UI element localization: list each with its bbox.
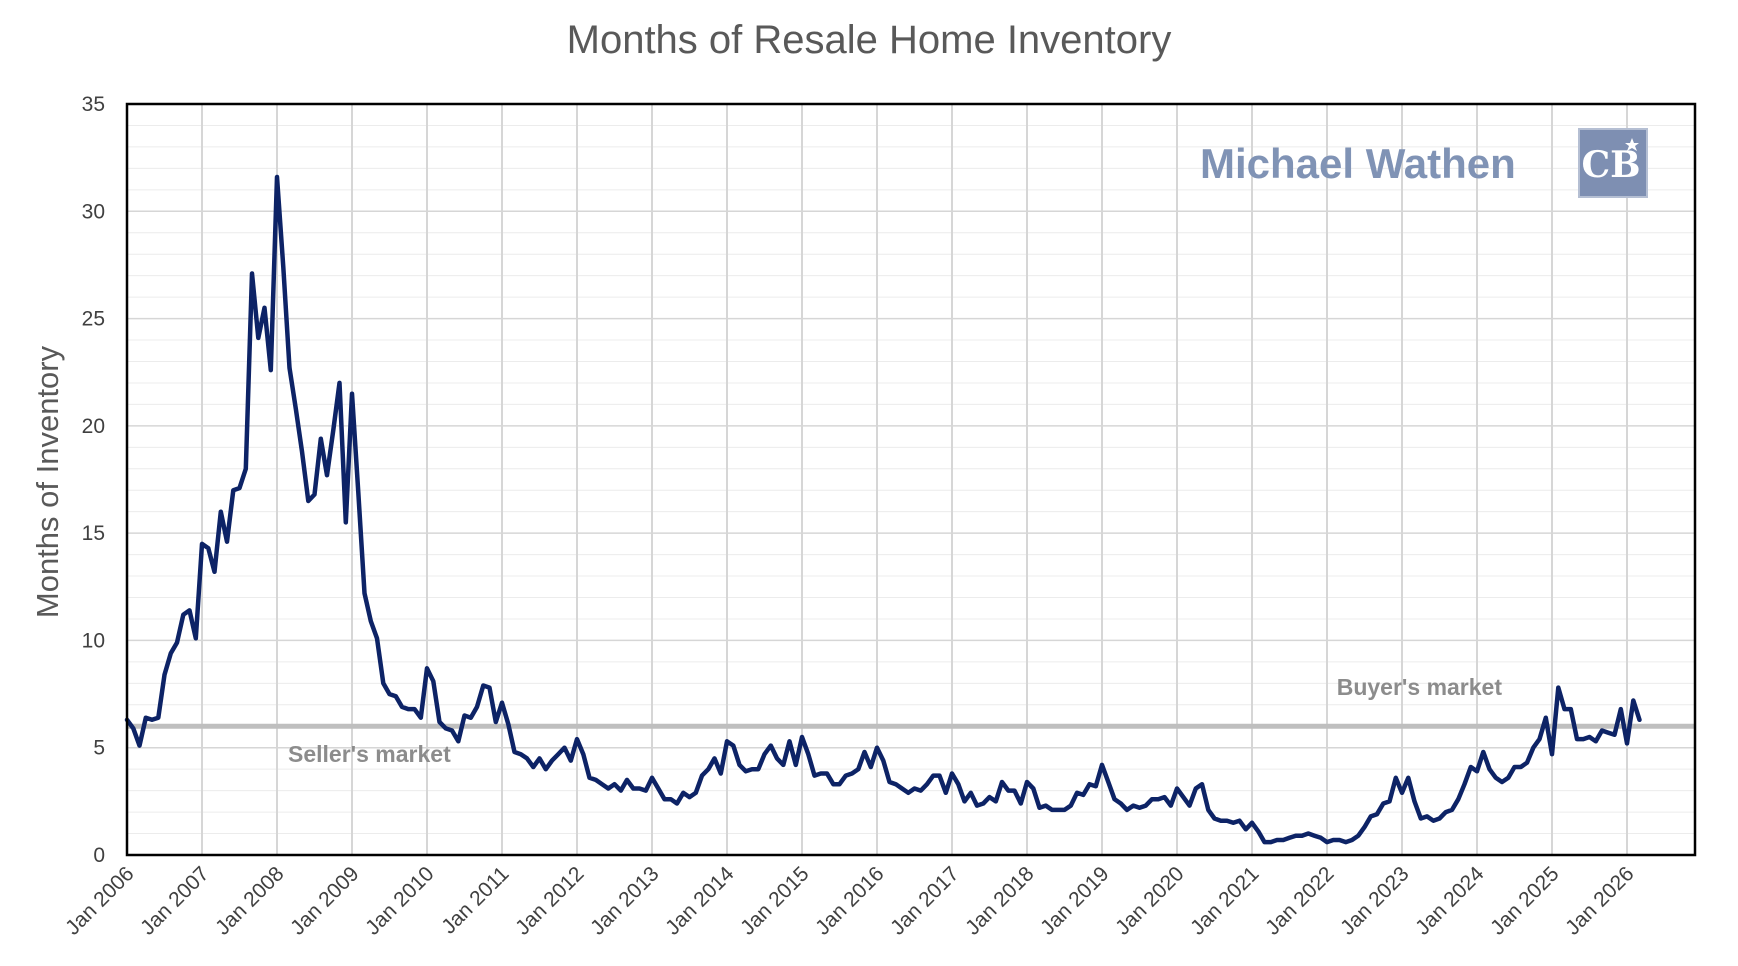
coldwell-banker-logo-icon: CB (1578, 128, 1648, 198)
x-tick-label: Jan 2009 (286, 862, 363, 939)
x-tick-label: Jan 2023 (1336, 862, 1413, 939)
x-tick-label: Jan 2017 (886, 862, 963, 939)
x-tick-label: Jan 2006 (61, 862, 138, 939)
x-tick-label: Jan 2015 (736, 862, 813, 939)
x-tick-label: Jan 2025 (1486, 862, 1563, 939)
x-tick-label: Jan 2011 (437, 862, 513, 938)
x-tick-label: Jan 2022 (1261, 862, 1338, 939)
x-tick-label: Jan 2021 (1186, 862, 1263, 939)
y-tick-label: 30 (82, 200, 105, 223)
x-tick-label: Jan 2013 (586, 862, 663, 939)
x-tick-label: Jan 2008 (211, 862, 288, 939)
y-tick-label: 5 (93, 737, 105, 760)
logo-text: CB (1581, 144, 1640, 186)
y-tick-label: 20 (82, 415, 105, 438)
y-tick-label: 15 (82, 522, 105, 545)
chart-title: Months of Resale Home Inventory (566, 18, 1172, 62)
y-tick-label: 35 (82, 93, 105, 116)
y-tick-label: 10 (82, 629, 105, 652)
series-layer (124, 174, 1642, 845)
sellers-market-label: Seller's market (288, 741, 451, 767)
grid (127, 104, 1695, 855)
x-tick-label: Jan 2020 (1111, 862, 1188, 939)
series-line (124, 174, 1642, 845)
y-tick-label: 0 (93, 844, 105, 867)
x-tick-label: Jan 2019 (1036, 862, 1113, 939)
x-tick-label: Jan 2014 (661, 862, 739, 940)
annotations: Seller's market Buyer's market (288, 674, 1502, 767)
x-tick-label: Jan 2007 (136, 862, 213, 939)
plot-frame (125, 102, 1697, 857)
x-tick-label: Jan 2024 (1411, 862, 1489, 940)
x-tick-label: Jan 2016 (811, 862, 888, 939)
brand-name: Michael Wathen (1200, 140, 1516, 187)
y-tick-label: 25 (82, 308, 105, 331)
x-tick-label: Jan 2026 (1561, 862, 1638, 939)
x-tick-label: Jan 2010 (361, 862, 438, 939)
buyers-market-label: Buyer's market (1337, 674, 1503, 700)
x-tick-label: Jan 2018 (961, 862, 1038, 939)
y-tick-labels: 0 5 10 15 20 25 30 35 (82, 93, 105, 867)
x-tick-label: Jan 2012 (511, 862, 588, 939)
